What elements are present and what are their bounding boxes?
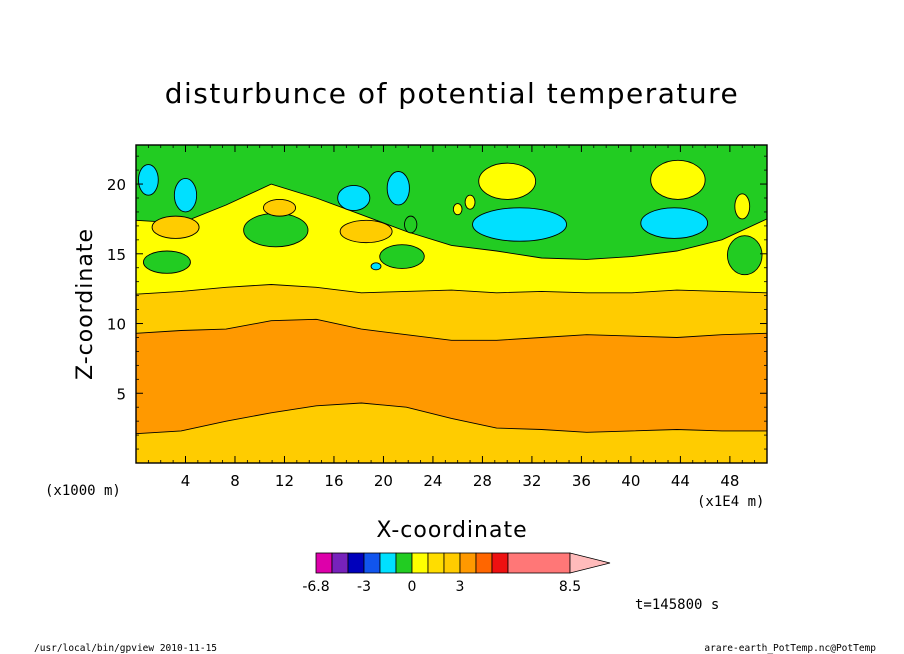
contour-cell — [404, 215, 418, 234]
contour-cell — [640, 207, 709, 239]
colorbar-swatch — [427, 552, 445, 574]
colorbar-swatch — [411, 552, 429, 574]
contour-cell — [173, 178, 198, 213]
y-axis: 5 10 15 20 — [107, 155, 767, 450]
x-tick-label: 20 — [374, 472, 393, 490]
x-unit-label: (x1E4 m) — [697, 494, 764, 510]
contour-cell — [734, 193, 751, 220]
contour-upper — [136, 183, 767, 260]
colorbar-tick-label: 0 — [408, 579, 417, 595]
y-tick-label: 5 — [116, 385, 126, 403]
contour-cell — [370, 262, 382, 271]
contour-cell — [472, 207, 568, 242]
x-tick-label: 48 — [720, 472, 739, 490]
colorbar-swatch — [379, 552, 397, 574]
x-tick-label: 16 — [324, 472, 343, 490]
contour-cell — [151, 215, 200, 239]
y-tick-label: 15 — [107, 246, 126, 264]
x-axis: 4 8 12 16 20 24 28 32 36 40 44 48 — [147, 145, 756, 490]
contour-cell — [452, 203, 463, 216]
colorbar-swatch — [475, 552, 493, 574]
contour-cell — [726, 235, 763, 276]
colorbar-swatch — [395, 552, 413, 574]
footer-right: arare-earth_PotTemp.nc@PotTemp — [704, 643, 876, 654]
colorbar-swatch — [459, 552, 477, 574]
contour-cell — [379, 244, 425, 269]
footer-left: /usr/local/bin/gpview 2010-11-15 — [34, 643, 217, 654]
x-tick-label: 36 — [572, 472, 591, 490]
contour-plot — [136, 145, 767, 463]
contour-cell — [142, 250, 191, 274]
contour-cell — [262, 198, 297, 217]
colorbar-swatch — [363, 552, 381, 574]
contour-cell — [243, 212, 309, 248]
y-axis-label: Z-coordinate — [73, 228, 98, 380]
colorbar-tick-label: 8.5 — [559, 579, 581, 595]
chart-title: disturbunce of potential temperature — [165, 77, 740, 110]
colorbar-swatch — [347, 552, 365, 574]
x-tick-label: 44 — [671, 472, 690, 490]
colorbar-swatch — [491, 552, 509, 574]
x-tick-label: 32 — [522, 472, 541, 490]
contour-middle — [136, 284, 767, 295]
contour-surface — [136, 402, 767, 435]
contour-cell — [138, 164, 159, 196]
x-tick-label: 28 — [473, 472, 492, 490]
contour-cell — [650, 159, 706, 200]
time-label: t=145800 s — [635, 597, 719, 613]
contour-lower — [136, 318, 767, 341]
colorbar-swatch — [331, 552, 349, 574]
contour-cell — [337, 184, 371, 212]
colorbar-tick-label: -3 — [357, 579, 371, 595]
y-tick-label: 20 — [107, 176, 126, 194]
x-tick-label: 40 — [621, 472, 640, 490]
colorbar-swatch — [507, 552, 571, 574]
x-tick-label: 8 — [230, 472, 240, 490]
x-tick-label: 12 — [275, 472, 294, 490]
colorbar-swatch — [315, 552, 333, 574]
contour-cell — [386, 171, 410, 206]
plot-frame — [135, 144, 768, 464]
colorbar: -6.8 -3 0 3 8.5 — [302, 552, 611, 595]
colorbar-swatch — [443, 552, 461, 574]
colorbar-tick-label: -6.8 — [302, 579, 329, 595]
band-surface — [136, 403, 767, 463]
y-tick-label: 10 — [107, 316, 126, 334]
y-unit-label: (x1000 m) — [45, 483, 121, 499]
colorbar-extend-arrow — [569, 552, 611, 574]
x-tick-label: 4 — [181, 472, 191, 490]
contour-cell — [464, 194, 476, 210]
x-axis-label: X-coordinate — [376, 518, 527, 543]
x-tick-label: 24 — [423, 472, 442, 490]
colorbar-tick-label: 3 — [456, 579, 465, 595]
contour-cell — [478, 162, 537, 200]
contour-cell — [339, 219, 393, 244]
